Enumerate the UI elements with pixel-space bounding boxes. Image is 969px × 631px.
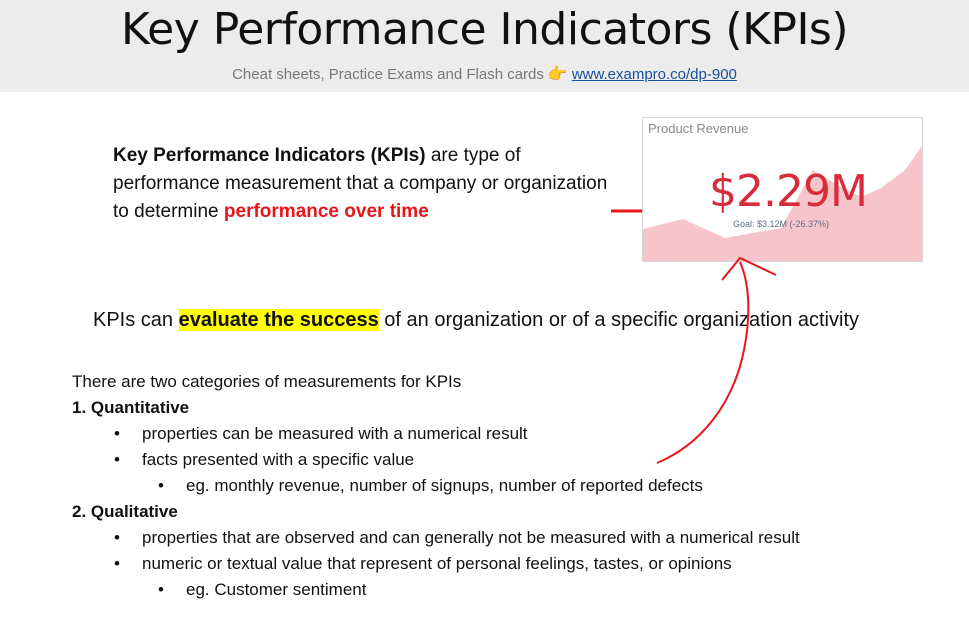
quantitative-heading: 1. Quantitative	[72, 398, 190, 417]
subtitle-line: Cheat sheets, Practice Exams and Flash c…	[0, 64, 969, 84]
list-item: • numeric or textual value that represent…	[114, 554, 732, 573]
performance-over-time-phrase: performance over time	[223, 201, 429, 222]
categories-intro: There are two categories of measurements…	[72, 372, 462, 391]
header-band: Key Performance Indicators (KPIs) Cheat …	[0, 0, 969, 92]
list-item: • properties that are observed and can ge…	[114, 528, 800, 547]
definition-text: are type of performance measurement that…	[113, 145, 608, 222]
exampro-link[interactable]: www.exampro.co/dp-900	[571, 66, 737, 83]
page-title: Key Performance Indicators (KPIs)	[120, 4, 849, 55]
evaluate-highlight: evaluate the success	[178, 309, 379, 331]
kpi-goal: Goal: $3.12M (-26.37%)	[733, 219, 830, 229]
kpi-value: $2.29M	[709, 166, 868, 217]
evaluate-before: KPIs can	[93, 309, 179, 331]
list-item: • facts presented with a specific value	[114, 450, 415, 469]
pointing-hand-icon: 👉	[547, 66, 568, 83]
product-revenue-kpi-card[interactable]: Product Revenue $2.29M Goal: $3.12M (-26…	[642, 117, 923, 262]
list-item: • eg. Customer sentiment	[158, 580, 367, 599]
evaluate-after: of an organization or of a specific orga…	[378, 309, 859, 331]
qualitative-heading: 2. Qualitative	[72, 502, 178, 521]
kpi-definition: Key Performance Indicators (KPIs) are ty…	[113, 142, 613, 226]
list-item: • properties can be measured with a numer…	[114, 424, 528, 443]
revenue-trend-area	[643, 146, 922, 261]
card-title: Product Revenue	[648, 121, 749, 136]
list-item: • eg. monthly revenue, number of signups,…	[158, 476, 703, 495]
subtitle-text: Cheat sheets, Practice Exams and Flash c…	[232, 66, 544, 83]
evaluate-sentence: KPIs can evaluate the success of an orga…	[93, 309, 859, 332]
definition-term: Key Performance Indicators (KPIs)	[113, 145, 426, 166]
trend-area-fill	[643, 146, 922, 261]
